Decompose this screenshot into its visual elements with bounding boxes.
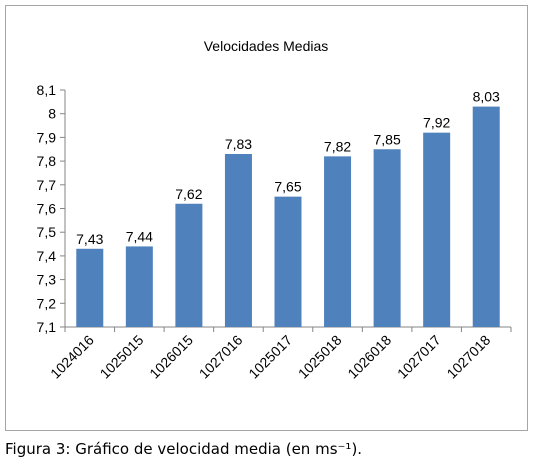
x-tick-label: 1026018 (344, 332, 394, 382)
data-label: 7,85 (373, 131, 400, 147)
figure-label: Figura 3 (5, 440, 66, 458)
caption-text: : Gráfico de velocidad media (en ms⁻¹). (65, 440, 363, 458)
y-tick-label: 7,7 (37, 177, 57, 193)
data-label: 7,92 (423, 115, 450, 131)
x-tick-label: 1025017 (245, 332, 295, 382)
x-axis: 1024016 1025015 1026015 1027016 1025017 10250… (47, 326, 512, 382)
chart-title: Velocidades Medias (204, 38, 329, 54)
y-tick-label: 7,1 (37, 319, 57, 335)
x-tick-label: 1025015 (97, 332, 147, 382)
chart-frame: Velocidades Medias 7,1 7,2 7,3 7,4 7,5 7,6 7,7… (5, 5, 528, 431)
y-tick-label: 7,6 (37, 201, 57, 217)
y-tick-label: 7,3 (37, 272, 57, 288)
bar-chart: Velocidades Medias 7,1 7,2 7,3 7,4 7,5 7,6 7,7… (37, 38, 512, 382)
bar (224, 153, 252, 327)
y-tick-label: 7,9 (37, 129, 57, 145)
x-tick-label: 1027017 (394, 332, 444, 382)
y-tick-label: 8,1 (37, 82, 57, 98)
data-label: 7,83 (225, 136, 252, 152)
bar (175, 203, 203, 327)
y-tick-label: 7,4 (37, 248, 57, 264)
y-tick-label: 7,2 (37, 295, 57, 311)
y-axis: 7,1 7,2 7,3 7,4 7,5 7,6 7,7 7,8 7,9 8 8,1 (37, 82, 66, 335)
data-label: 7,44 (126, 228, 153, 244)
y-tick-label: 7,5 (37, 224, 57, 240)
bar (125, 246, 153, 327)
x-tick-label: 1024016 (47, 332, 97, 382)
y-tick-label: 8 (48, 106, 56, 122)
x-tick-label: 1026015 (146, 332, 196, 382)
x-tick-label: 1027016 (196, 332, 246, 382)
bar (76, 248, 104, 327)
data-label: 8,03 (473, 89, 500, 105)
figure-caption: Figura 3: Gráfico de velocidad media (en… (5, 440, 362, 458)
data-label: 7,62 (175, 186, 202, 202)
bars (76, 106, 500, 327)
bar (423, 132, 451, 327)
data-label: 7,65 (274, 179, 301, 195)
data-labels: 7,43 7,44 7,62 7,83 7,65 7,82 7,85 7,92 8,03 (76, 89, 500, 247)
bar (324, 156, 352, 327)
bar (373, 149, 401, 327)
y-tick-label: 7,8 (37, 153, 57, 169)
data-label: 7,43 (76, 231, 103, 247)
data-label: 7,82 (324, 138, 351, 154)
bar (472, 106, 500, 327)
bar (274, 196, 302, 327)
x-tick-label: 1027018 (443, 332, 493, 382)
x-tick-label: 1025018 (295, 332, 345, 382)
